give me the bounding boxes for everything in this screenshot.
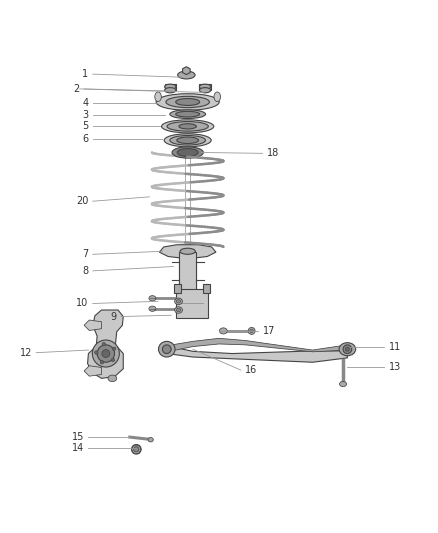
Text: 11: 11 xyxy=(389,342,401,352)
Bar xyxy=(165,84,176,90)
Ellipse shape xyxy=(180,248,195,254)
Ellipse shape xyxy=(113,347,116,351)
Ellipse shape xyxy=(219,328,227,334)
Ellipse shape xyxy=(164,134,211,147)
Text: 6: 6 xyxy=(82,134,88,144)
Ellipse shape xyxy=(108,375,117,382)
Ellipse shape xyxy=(166,96,209,108)
Text: 15: 15 xyxy=(72,432,84,442)
Text: 13: 13 xyxy=(389,362,401,373)
Bar xyxy=(199,84,211,90)
Ellipse shape xyxy=(159,341,175,357)
Ellipse shape xyxy=(176,111,200,117)
Ellipse shape xyxy=(165,87,176,93)
Ellipse shape xyxy=(177,149,198,156)
Polygon shape xyxy=(88,310,123,378)
Ellipse shape xyxy=(345,347,350,351)
Ellipse shape xyxy=(92,340,119,367)
Text: 4: 4 xyxy=(82,98,88,108)
Bar xyxy=(177,289,208,318)
Text: 17: 17 xyxy=(262,326,275,336)
Ellipse shape xyxy=(165,84,176,90)
Text: 16: 16 xyxy=(245,365,258,375)
Text: 20: 20 xyxy=(76,196,88,206)
Polygon shape xyxy=(159,245,216,258)
Text: 8: 8 xyxy=(82,266,88,276)
Bar xyxy=(180,252,196,290)
Text: 18: 18 xyxy=(267,148,279,158)
Polygon shape xyxy=(167,346,347,362)
Polygon shape xyxy=(183,67,190,75)
Text: 12: 12 xyxy=(19,348,32,358)
Ellipse shape xyxy=(343,345,352,353)
Ellipse shape xyxy=(155,92,161,102)
Ellipse shape xyxy=(199,87,211,93)
Ellipse shape xyxy=(170,110,205,118)
Ellipse shape xyxy=(162,120,214,133)
Ellipse shape xyxy=(339,382,346,386)
Bar xyxy=(203,284,210,293)
Ellipse shape xyxy=(177,300,181,303)
Ellipse shape xyxy=(102,342,106,346)
Ellipse shape xyxy=(178,71,195,79)
Bar xyxy=(180,246,196,295)
Text: 5: 5 xyxy=(82,122,88,131)
Ellipse shape xyxy=(111,358,115,362)
Ellipse shape xyxy=(214,92,220,102)
Bar xyxy=(174,284,181,293)
Ellipse shape xyxy=(162,345,171,353)
Ellipse shape xyxy=(149,306,156,311)
Ellipse shape xyxy=(172,147,203,158)
Ellipse shape xyxy=(156,94,219,110)
Ellipse shape xyxy=(167,122,208,131)
Ellipse shape xyxy=(134,447,139,452)
Polygon shape xyxy=(167,338,347,352)
Polygon shape xyxy=(84,320,102,330)
Ellipse shape xyxy=(131,445,141,454)
Ellipse shape xyxy=(177,137,198,143)
Ellipse shape xyxy=(176,99,200,106)
Ellipse shape xyxy=(175,298,183,304)
Text: 3: 3 xyxy=(82,110,88,120)
Text: 14: 14 xyxy=(72,443,84,454)
Ellipse shape xyxy=(149,296,156,301)
Text: 9: 9 xyxy=(111,312,117,321)
Ellipse shape xyxy=(148,438,153,442)
Ellipse shape xyxy=(177,308,181,312)
Polygon shape xyxy=(84,366,102,376)
Ellipse shape xyxy=(97,345,115,362)
Ellipse shape xyxy=(248,327,255,334)
Ellipse shape xyxy=(170,135,205,145)
Ellipse shape xyxy=(102,350,110,358)
Text: 1: 1 xyxy=(82,69,88,79)
Ellipse shape xyxy=(179,124,196,129)
Text: 10: 10 xyxy=(76,298,88,309)
Ellipse shape xyxy=(199,84,211,90)
Ellipse shape xyxy=(100,360,104,364)
Ellipse shape xyxy=(95,351,98,354)
Text: 7: 7 xyxy=(82,249,88,260)
Text: 2: 2 xyxy=(74,84,80,94)
Ellipse shape xyxy=(175,307,183,313)
Ellipse shape xyxy=(250,329,253,333)
Ellipse shape xyxy=(339,343,356,356)
